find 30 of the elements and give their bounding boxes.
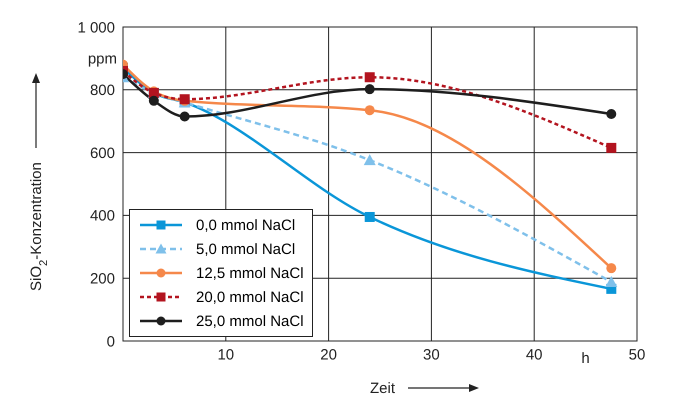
legend-label: 12,5 mmol NaCl <box>196 264 304 282</box>
point <box>606 108 616 119</box>
y-tick-label: 800 <box>90 82 115 100</box>
x-tick-label: 40 <box>526 346 543 364</box>
y-tick-label: 1 000 <box>77 19 115 36</box>
y-tick-label: 200 <box>90 270 115 288</box>
point <box>364 212 375 222</box>
x-tick-label: 20 <box>320 346 337 364</box>
text: ppm <box>88 50 117 68</box>
legend-label: 5,0 mmol NaCl <box>196 240 296 258</box>
x-axis-title: Zeit <box>370 380 396 397</box>
legend-label: 20,0 mmol NaCl <box>196 288 304 306</box>
point <box>364 84 375 94</box>
y-tick-label: 0 <box>106 333 115 350</box>
legend-label: 0,0 mmol NaCl <box>196 216 296 234</box>
point <box>606 142 616 153</box>
y-tick-label: 400 <box>90 208 115 225</box>
point <box>364 154 376 166</box>
point <box>605 276 618 287</box>
x-tick-label: 30 <box>423 346 440 364</box>
text: h <box>581 350 590 367</box>
x-tick-label: 50 <box>628 346 646 364</box>
legend-label: 25,0 mmol NaCl <box>196 312 304 330</box>
point <box>606 263 616 274</box>
point <box>364 105 375 116</box>
point <box>148 96 159 106</box>
point <box>364 72 375 82</box>
x-tick-label: 10 <box>217 346 234 364</box>
point <box>180 111 190 122</box>
y-tick-label: 600 <box>90 144 115 162</box>
